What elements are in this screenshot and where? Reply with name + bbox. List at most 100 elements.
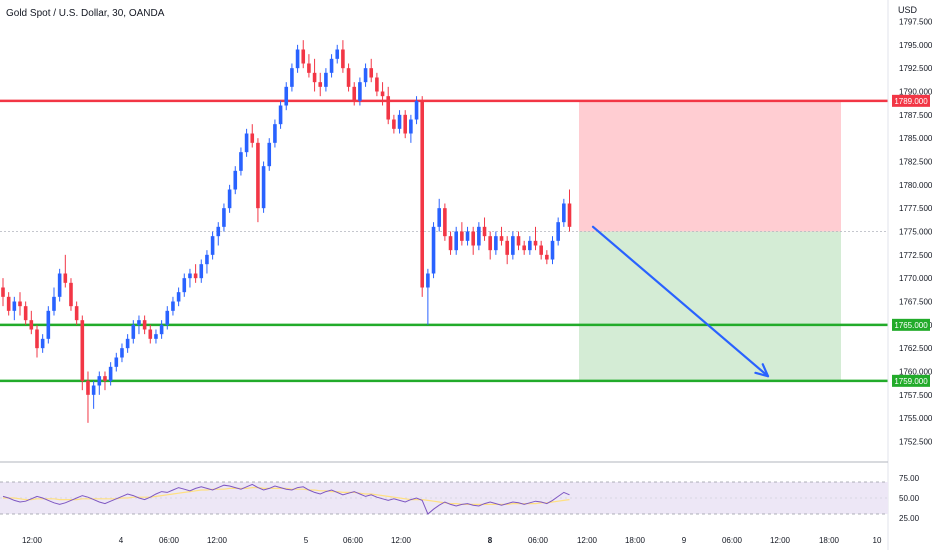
candle-body — [335, 49, 340, 59]
candle-body — [307, 63, 311, 73]
time-tick-label: 06:00 — [722, 536, 743, 545]
candle-body — [40, 338, 45, 349]
time-tick-label: 12:00 — [391, 536, 412, 545]
candle-body — [46, 310, 51, 339]
candle-body — [556, 222, 560, 241]
candle-body — [210, 236, 215, 255]
candle-body — [386, 96, 391, 120]
price-tick-label: 1782.500 — [899, 158, 932, 167]
candle-body — [6, 296, 11, 311]
candle-body — [256, 142, 260, 209]
candle-body — [120, 348, 124, 358]
candle-body — [482, 226, 487, 237]
candle-body — [295, 49, 300, 69]
candle-body — [437, 208, 442, 227]
candle-body — [528, 240, 532, 251]
candle-body — [278, 105, 283, 125]
rsi-tick-label: 50.00 — [899, 494, 920, 503]
time-axis[interactable]: 12:00 4 06:00 12:00 5 06:00 12:00 8 06:00 12:00 18… — [22, 536, 882, 545]
level-price-tag — [892, 94, 930, 107]
candle-body — [448, 236, 453, 251]
time-tick-label: 06:00 — [528, 536, 549, 545]
price-tick-label: 1752.500 — [899, 438, 932, 447]
candle-body — [216, 226, 221, 237]
arrow-shaft — [591, 225, 770, 378]
candle-body — [375, 77, 379, 92]
candle-body — [52, 296, 56, 311]
candle-body — [97, 376, 102, 386]
candle-body — [171, 301, 175, 311]
candle-body — [426, 273, 430, 288]
candle-body — [250, 133, 255, 143]
take-profit-zone — [579, 231, 841, 381]
candle-body — [539, 245, 543, 255]
rsi-band — [0, 482, 888, 514]
candle-body — [86, 380, 90, 395]
candles — [1, 40, 572, 423]
candle-body — [341, 49, 345, 69]
level-price-tag — [892, 374, 930, 387]
price-tick-label: 1785.000 — [899, 134, 932, 143]
candle-body — [18, 301, 22, 307]
candle-body — [188, 273, 192, 279]
price-tick-label: 1760.000 — [899, 368, 932, 377]
chart-title: Gold Spot / U.S. Dollar, 30, OANDA — [6, 8, 165, 19]
candle-body — [567, 203, 572, 227]
time-tick-label: 06:00 — [159, 536, 180, 545]
candle-body — [358, 82, 362, 101]
rsi-line — [2, 483, 570, 515]
candle-body — [516, 236, 521, 246]
position-zones — [579, 100, 841, 381]
level-price-tag-text: 1765.000 — [894, 321, 928, 330]
rsi-ma-line — [3, 487, 570, 505]
time-tick-label: 12:00 — [577, 536, 598, 545]
price-tick-label: 1780.000 — [899, 181, 932, 190]
candle-body — [522, 245, 526, 251]
candle-body — [550, 240, 555, 260]
price-tick-label: 1795.000 — [899, 41, 932, 50]
candle-body — [420, 100, 425, 288]
price-tick-label: 1775.000 — [899, 228, 932, 237]
candle-body — [369, 68, 374, 78]
arrow-head — [754, 363, 770, 378]
rsi-tick-label: 25.00 — [899, 514, 920, 523]
candle-body — [363, 68, 368, 83]
candle-body — [12, 301, 17, 311]
stop-loss-zone — [579, 100, 841, 232]
candle-body — [312, 72, 317, 83]
candle-body — [346, 68, 351, 87]
candle-body — [131, 324, 136, 339]
price-tick-label: 1757.500 — [899, 391, 932, 400]
candle-body — [244, 133, 249, 153]
rsi-pane[interactable]: 75.00 50.00 25.00 — [0, 474, 920, 523]
candle-body — [267, 142, 272, 167]
candle-body — [108, 366, 113, 381]
candle-body — [80, 320, 85, 381]
price-tick-label: 1770.000 — [899, 274, 932, 283]
candle-body — [29, 320, 34, 330]
time-tick-label: 18:00 — [625, 536, 646, 545]
candle-body — [290, 68, 294, 87]
currency-label: USD — [898, 5, 918, 15]
candle-body — [222, 208, 226, 227]
candle-body — [465, 231, 470, 241]
price-tick-label: 1767.500 — [899, 298, 932, 307]
candle-body — [261, 166, 266, 209]
candle-body — [397, 114, 402, 129]
level-price-tags: 1789.000 1765.000 1759.000 — [892, 94, 930, 387]
candle-body — [454, 231, 458, 251]
level-price-tag-text: 1759.000 — [894, 377, 928, 386]
time-tick-label: 06:00 — [343, 536, 364, 545]
price-tick-label: 1777.500 — [899, 204, 932, 213]
candle-body — [91, 385, 96, 395]
candle-body — [159, 324, 164, 335]
candle-body — [1, 287, 5, 297]
candle-body — [57, 273, 62, 297]
candle-body — [431, 226, 436, 274]
price-axis[interactable]: 1797.500 1795.000 1792.500 1790.000 1787.500… — [899, 18, 932, 447]
candle-body — [114, 357, 119, 367]
candle-body — [471, 231, 475, 246]
candle-body — [193, 273, 198, 279]
time-tick-label: 5 — [304, 536, 309, 545]
